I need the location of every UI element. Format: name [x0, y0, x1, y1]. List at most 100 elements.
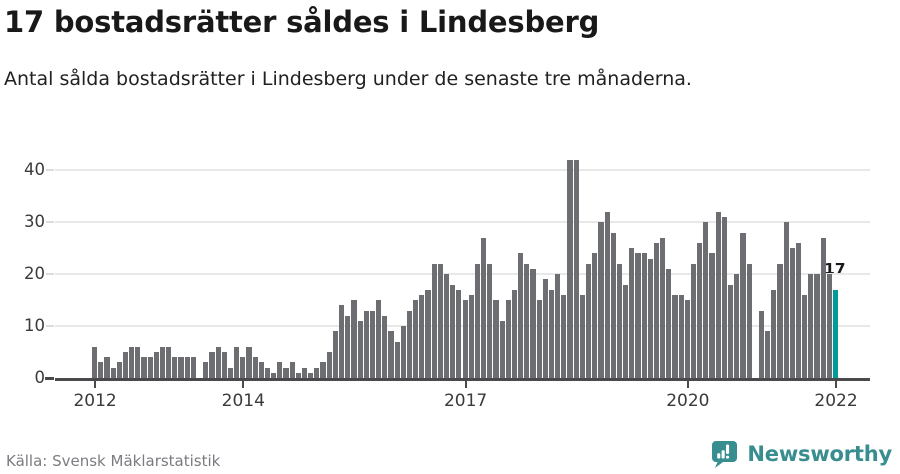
- bar-2015-11: [376, 300, 382, 378]
- bar-2021-07: [795, 243, 802, 378]
- bar-2012-05: [116, 362, 122, 378]
- bar-2015-04: [332, 331, 338, 378]
- bar-2014-08: [283, 367, 289, 378]
- y-tick: [46, 273, 54, 276]
- bar-2012-01: [92, 346, 98, 378]
- gridline: [46, 169, 870, 172]
- bar-2019-03: [623, 284, 629, 378]
- bar-2017-12: [530, 269, 536, 378]
- bar-2017-07: [499, 320, 505, 378]
- bar-2019-09: [660, 237, 666, 378]
- bar-2014-01: [240, 357, 246, 378]
- bar-2016-12: [456, 289, 462, 378]
- x-tick: [835, 381, 838, 388]
- bar-2015-01: [314, 367, 320, 378]
- bar-2017-04: [481, 237, 487, 378]
- x-axis-label: 2022: [814, 391, 858, 411]
- bar-2012-06: [122, 352, 129, 378]
- bar-2013-10: [221, 352, 227, 378]
- bar-2013-09: [215, 346, 221, 378]
- bar-2013-07: [203, 362, 209, 378]
- bar-2017-02: [468, 294, 474, 378]
- bar-2012-09: [141, 357, 147, 378]
- bar-2013-05: [190, 357, 196, 378]
- bar-2021-11: [820, 237, 826, 378]
- bar-2013-04: [184, 357, 190, 378]
- bar-2018-05: [561, 294, 567, 378]
- bar-chart: 0 10 20 30 40 17 2012 2014 2017 2020 2022: [0, 150, 900, 440]
- bar-2019-02: [616, 263, 623, 378]
- bar-2016-06: [419, 294, 425, 378]
- bar-2018-10: [592, 253, 598, 378]
- bar-2016-03: [400, 326, 406, 378]
- gridline: [46, 273, 870, 276]
- x-axis: 2012 2014 2017 2020 2022: [55, 380, 870, 420]
- bar-2020-03: [697, 243, 703, 378]
- bar-2021-02: [765, 331, 771, 378]
- x-axis-label: 2017: [443, 391, 488, 411]
- bar-2012-02: [98, 362, 104, 378]
- bar-2021-08: [802, 294, 808, 378]
- bar-2012-12: [159, 346, 166, 378]
- bar-2019-06: [641, 253, 647, 378]
- bar-2012-08: [135, 346, 141, 378]
- bar-2020-04: [703, 222, 709, 378]
- bar-2014-12: [308, 372, 314, 378]
- bar-2021-12: [826, 274, 832, 378]
- bar-2014-02: [246, 346, 252, 378]
- bar-2017-10: [518, 253, 524, 378]
- bar-2021-06: [789, 248, 795, 378]
- x-tick: [94, 381, 97, 388]
- bar-2020-06: [715, 211, 721, 378]
- y-axis-label: 40: [24, 160, 45, 180]
- plot-area: 17: [45, 150, 870, 381]
- bar-2013-01: [166, 346, 172, 378]
- bar-2021-05: [783, 222, 789, 378]
- bar-2012-04: [110, 367, 116, 378]
- source-note: Källa: Svensk Mäklarstatistik: [6, 452, 221, 470]
- bar-2016-08: [431, 263, 437, 378]
- bar-2021-09: [808, 274, 814, 378]
- bar-2018-11: [598, 222, 604, 378]
- bar-2018-12: [604, 211, 610, 378]
- bar-2017-09: [511, 289, 518, 378]
- x-axis-line: [55, 378, 870, 381]
- bar-2016-04: [406, 310, 413, 378]
- newsworthy-logo[interactable]: Newsworthy: [710, 440, 892, 468]
- bar-2019-04: [629, 248, 635, 378]
- x-axis-label: 2014: [221, 391, 265, 411]
- bar-2018-09: [585, 263, 592, 378]
- bar-2015-07: [351, 300, 357, 378]
- bar-2019-07: [647, 258, 653, 378]
- bar-2019-08: [653, 243, 660, 378]
- bar-2014-04: [258, 362, 264, 378]
- y-tick: [46, 325, 54, 328]
- bar-2015-09: [363, 310, 369, 378]
- bar-2018-02: [542, 279, 548, 378]
- bar-2018-01: [536, 300, 542, 378]
- bar-2020-11: [746, 263, 752, 378]
- bar-2018-04: [555, 274, 561, 378]
- bar-2019-10: [666, 269, 672, 378]
- bar-2016-09: [437, 263, 443, 378]
- bar-2015-08: [357, 320, 363, 378]
- bar-2018-03: [548, 289, 555, 378]
- gridline: [46, 221, 870, 224]
- bar-2017-01: [462, 300, 468, 378]
- bar-2016-02: [394, 341, 400, 378]
- y-tick: [46, 169, 54, 172]
- bar-2021-04: [777, 263, 783, 378]
- bar-2019-11: [672, 294, 678, 378]
- bar-2012-03: [104, 357, 110, 378]
- bar-2015-10: [369, 310, 376, 378]
- x-tick: [242, 381, 245, 388]
- bar-2020-07: [721, 217, 727, 378]
- bar-2015-06: [345, 315, 351, 378]
- bar-2014-11: [301, 367, 308, 378]
- bar-2020-10: [740, 232, 746, 378]
- bar-2020-08: [727, 284, 734, 378]
- bar-highlight-2022-01: [832, 289, 839, 378]
- chart-title: 17 bostadsrätter såldes i Lindesberg: [4, 5, 600, 39]
- bar-2018-07: [573, 160, 579, 378]
